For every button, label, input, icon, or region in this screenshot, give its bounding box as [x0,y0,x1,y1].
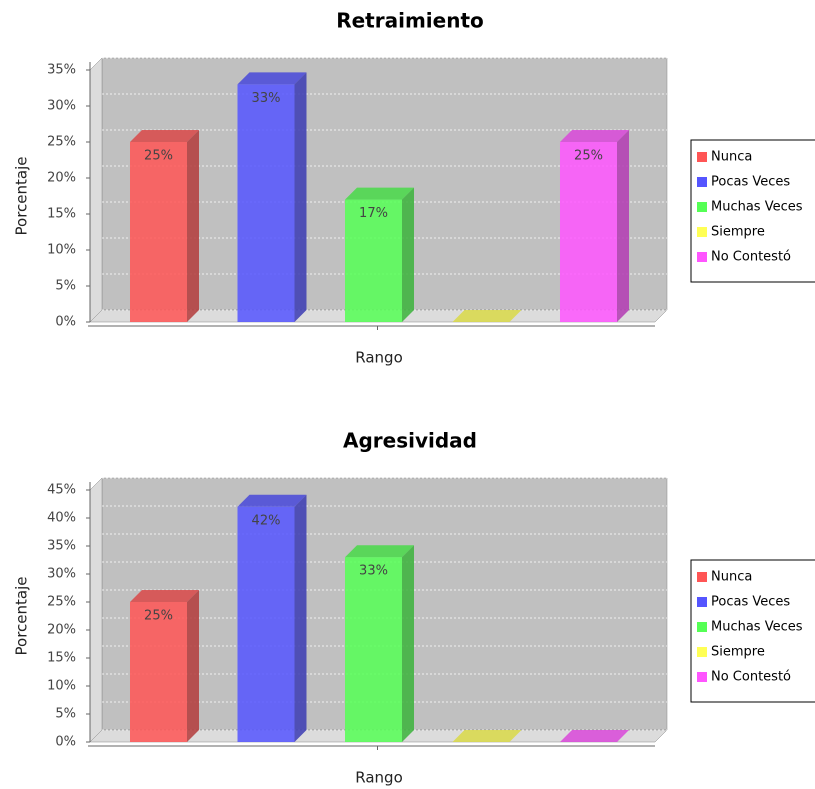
bar [345,199,402,322]
y-tick-label: 0% [55,315,76,330]
y-axis-label: Porcentaje [13,577,31,656]
bar-top [130,130,199,142]
legend-swatch [697,177,707,187]
y-tick-label: 10% [47,679,76,694]
bar-top [237,72,307,85]
legend-box [690,139,815,283]
x-axis-label: Rango [355,349,403,367]
legend-label: Pocas Veces [711,175,790,190]
bar-top [452,310,522,322]
value-label: 25% [574,149,603,164]
bar-top [560,130,629,142]
bar-side [617,130,629,322]
y-tick-label: 10% [47,243,76,258]
legend-label: No Contestó [711,250,791,265]
x-axis-label: Rango [355,769,403,787]
y-tick-label: 35% [47,63,76,78]
bar [130,602,187,742]
legend-label: Muchas Veces [711,200,803,215]
legend-label: Siempre [711,225,765,240]
legend-label: Siempre [711,645,765,660]
y-tick-label: 30% [47,567,76,582]
y-tick-label: 0% [55,735,76,750]
bar-top [452,730,522,742]
legend-label: Nunca [711,570,752,585]
bar-side [402,187,414,322]
legend-swatch [697,572,707,582]
legend-box [690,559,815,703]
y-tick-label: 25% [47,595,76,610]
bar-side [187,130,199,322]
legend-swatch [697,672,707,682]
legend-swatch [697,227,707,237]
y-tick-label: 45% [47,483,76,498]
legend-swatch [697,597,707,607]
bar-top [345,187,414,200]
legend-swatch [697,252,707,262]
y-tick-label: 15% [47,651,76,666]
bar [237,506,295,742]
y-tick-label: 40% [47,511,76,526]
value-label: 25% [144,149,173,164]
bar-side [187,590,199,742]
value-label: 42% [252,513,281,528]
bar-top [237,494,307,507]
value-label: 17% [359,206,388,221]
y-tick-label: 5% [55,707,76,722]
bar-side [402,545,414,742]
y-tick-label: 30% [47,99,76,114]
legend-label: Nunca [711,150,752,165]
left-wall [89,477,103,743]
legend-swatch [697,647,707,657]
bar-top [560,730,629,742]
legend-swatch [697,202,707,212]
y-tick-label: 5% [55,279,76,294]
y-tick-label: 20% [47,171,76,186]
legend-swatch [697,622,707,632]
legend-label: Pocas Veces [711,595,790,610]
value-label: 33% [252,91,281,106]
bar-side [294,72,307,323]
y-tick-label: 35% [47,539,76,554]
bar-top [130,590,199,602]
y-axis-label: Porcentaje [13,157,31,236]
legend-label: No Contestó [711,670,791,685]
y-tick-label: 15% [47,207,76,222]
bar [130,142,187,322]
bar [345,557,402,742]
bar [560,142,617,322]
chart-title: Agresividad [343,429,477,453]
bar [237,84,295,323]
bar-side [294,494,307,742]
y-tick-label: 25% [47,135,76,150]
legend-swatch [697,152,707,162]
value-label: 33% [359,564,388,579]
chart-title: Retraimiento [336,9,484,33]
legend-label: Muchas Veces [711,620,803,635]
bar-top [345,545,414,558]
left-wall [89,57,103,323]
value-label: 25% [144,609,173,624]
y-tick-label: 20% [47,623,76,638]
